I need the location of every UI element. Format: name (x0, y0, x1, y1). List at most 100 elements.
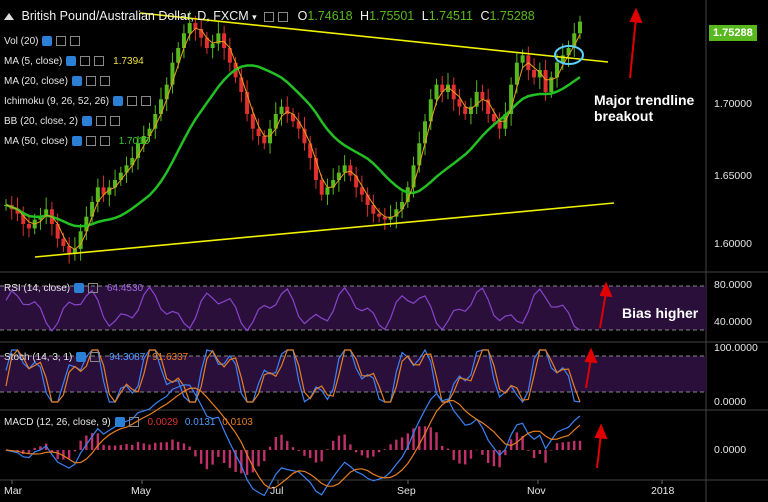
candle-body (245, 92, 250, 114)
candle-body (509, 84, 514, 114)
settings-icon[interactable] (85, 136, 96, 147)
macd-hist-bar (418, 426, 421, 450)
indicator-ma20[interactable]: MA (20, close) (4, 76, 110, 87)
time-axis-label: Mar (4, 485, 23, 497)
macd-hist-bar (148, 444, 151, 450)
candle-body (84, 216, 89, 232)
candle-body (216, 33, 221, 44)
indicator-vol[interactable]: Vol (20) (4, 36, 81, 47)
candle-body (365, 194, 370, 205)
candle-body (336, 172, 341, 180)
macd-label[interactable]: MACD (12, 26, close, 9) 0.0029 0.0131 0.… (4, 417, 253, 428)
candle-body (61, 238, 66, 246)
macd-hist-bar (205, 450, 209, 470)
ma5-line (5, 27, 581, 251)
candle-body (342, 165, 347, 173)
macd-hist-bar (50, 450, 54, 453)
macd-hist-bar (291, 447, 295, 450)
stoch-axis-label: 0.0000 (714, 396, 747, 408)
macd-hist-bar (240, 450, 243, 474)
close-icon[interactable] (109, 116, 120, 127)
indicator-ma5[interactable]: MA (5, close) 1.7394 (4, 56, 144, 67)
eye-icon[interactable] (81, 116, 92, 127)
candle-body (480, 92, 485, 100)
eye-icon[interactable] (113, 96, 124, 107)
symbol-title[interactable]: British Pound/Australian Dollar, D, FXCM (21, 9, 249, 23)
candle-body (256, 128, 261, 136)
candle-body (130, 158, 135, 166)
eye-icon[interactable] (76, 352, 87, 363)
candle-body (164, 84, 169, 100)
candle-body (250, 114, 255, 129)
macd-value: 0.0131 (184, 417, 216, 428)
macd-hist-bar (521, 435, 524, 450)
candle-body (308, 143, 313, 158)
macd-hist-bar (113, 445, 117, 450)
macd-hist-bar (268, 446, 272, 450)
indicator-ma50[interactable]: MA (50, close) 1.7013 (4, 136, 150, 147)
candle-body (15, 209, 20, 214)
eye-icon[interactable] (71, 136, 82, 147)
macd-hist-bar (263, 450, 266, 462)
candle-body (124, 165, 129, 173)
macd-hist-bar (377, 450, 381, 453)
indicator-bb[interactable]: BB (20, close, 2) (4, 116, 120, 127)
macd-hist-bar (555, 443, 559, 450)
close-icon[interactable] (99, 136, 110, 147)
candle-body (55, 224, 60, 239)
candle-body (204, 37, 209, 48)
candle-body (371, 204, 376, 214)
candle-body (537, 70, 542, 78)
candle-body (463, 106, 468, 114)
symbol-menu-icon[interactable]: ▾ (252, 12, 257, 22)
macd-hist-bar (39, 446, 42, 450)
eye-icon[interactable] (42, 36, 53, 47)
candle-body (434, 84, 439, 100)
close-icon[interactable] (94, 56, 105, 67)
settings-icon[interactable] (88, 283, 99, 294)
macd-histogram (4, 426, 582, 476)
settings-icon[interactable] (127, 96, 138, 107)
settings-icon[interactable] (85, 76, 96, 87)
settings-icon[interactable] (90, 352, 101, 363)
macd-hist-bar (343, 434, 346, 450)
macd-hist-bar (119, 444, 122, 450)
settings-icon[interactable] (128, 417, 139, 428)
settings-icon[interactable] (95, 116, 106, 127)
stoch-label[interactable]: Stoch (14, 3, 1) 94.3087 91.6337 (4, 352, 189, 363)
candle-body (520, 55, 525, 63)
candle-body (497, 121, 502, 129)
stoch-axis-label: 100.0000 (714, 342, 758, 354)
settings-icon[interactable] (80, 56, 91, 67)
time-axis-label: May (131, 485, 151, 497)
macd-hist-bar (527, 450, 530, 451)
candlestick-series (4, 11, 582, 264)
close-icon[interactable] (141, 96, 152, 107)
close-icon[interactable] (99, 76, 110, 87)
macd-hist-bar (90, 433, 94, 450)
eye-icon[interactable] (114, 417, 125, 428)
macd-hist-bar (337, 435, 341, 450)
macd-hist-bar (222, 450, 226, 463)
settings-icon[interactable] (56, 36, 67, 47)
macd-hist-bar (383, 449, 387, 450)
eye-icon[interactable] (66, 56, 77, 67)
eye-icon[interactable] (71, 76, 82, 87)
collapse-chevron-icon[interactable] (4, 13, 14, 21)
stoch-k-value: 94.3087 (109, 352, 146, 363)
settings-chip-icon[interactable] (264, 11, 275, 22)
candle-body (279, 106, 284, 114)
eye-icon[interactable] (74, 283, 85, 294)
close-icon[interactable] (70, 36, 81, 47)
settings-chip-icon[interactable] (278, 11, 289, 22)
time-axis-label: 2018 (651, 485, 675, 497)
candle-body (405, 187, 410, 202)
macd-hist-bar (182, 443, 186, 450)
indicator-ichimoku[interactable]: Ichimoku (9, 26, 52, 26) (4, 96, 152, 107)
candle-body (417, 143, 422, 166)
up-arrow-icon (629, 7, 643, 79)
candle-body (222, 33, 227, 48)
rsi-label[interactable]: RSI (14, close) 64.4530 (4, 283, 144, 294)
candle-body (210, 43, 215, 48)
